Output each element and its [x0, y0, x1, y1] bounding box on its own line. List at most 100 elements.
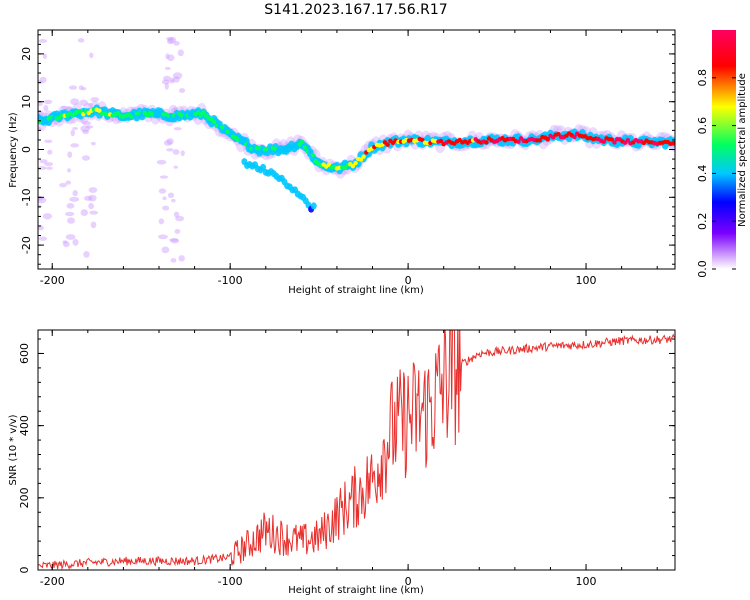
spectrogram-ridge-core: [545, 136, 550, 142]
spectrogram-speckle: [173, 211, 180, 218]
spectrogram-speckle: [67, 168, 72, 173]
spectrogram-speckle: [80, 125, 90, 133]
spectrogram-ridge-core: [308, 149, 313, 154]
snr-frame: [37, 329, 676, 571]
spectrogram-speckle: [166, 138, 174, 145]
spectrogram-ytick-label: 10: [20, 95, 33, 109]
spectrogram-speckle: [70, 143, 80, 148]
spectrogram-ylabel: Frequency (Hz): [8, 112, 19, 188]
spectrogram-speckle: [66, 217, 76, 224]
spectrogram-speckle: [166, 148, 174, 152]
spectrogram-speckle: [70, 129, 76, 137]
spectrogram-speckle: [158, 188, 167, 194]
spectrogram-speckle: [173, 40, 180, 46]
spectrogram-speckle: [38, 225, 44, 231]
spectrogram-speckle: [83, 195, 93, 201]
spectrogram-speckle: [77, 38, 85, 43]
colorbar-tick-label: 0.8: [696, 69, 709, 87]
snr-xtick-label: 100: [576, 575, 597, 588]
snr-series-line: [38, 330, 675, 570]
spectrogram-xtick-label: -100: [218, 274, 243, 287]
spectrogram-speckle: [78, 85, 84, 91]
spectrogram-speckle: [83, 251, 90, 258]
spectrogram-speckle: [43, 99, 53, 105]
colorbar-tick-label: 0.6: [696, 117, 709, 135]
spectrogram-ridge-core: [438, 138, 444, 144]
spectrogram-speckle: [82, 129, 89, 135]
spectrogram-speckle: [173, 127, 182, 131]
spectrogram-speckle: [46, 166, 53, 170]
spectrogram-speckle: [167, 54, 175, 62]
spectrogram-speckle: [79, 99, 89, 106]
spectrogram-branch: [310, 202, 317, 210]
spectrogram-speckle: [72, 238, 79, 246]
figure-title: S141.2023.167.17.56.R17: [264, 2, 447, 18]
spectrogram-ytick-label: 0: [20, 146, 33, 153]
spectrogram-ridge-core: [358, 157, 364, 162]
spectrogram-ridge-core: [209, 116, 214, 122]
spectrogram-ridge-core: [297, 142, 302, 147]
snr-ytick-label: 600: [18, 343, 31, 364]
spectrogram-xtick-label: 100: [576, 274, 597, 287]
spectrogram-speckle: [173, 106, 178, 111]
spectrogram-speckle: [59, 182, 67, 188]
spectrogram-speckle: [61, 105, 69, 110]
spectrogram-speckle: [178, 255, 185, 262]
spectrogram-speckle: [47, 149, 53, 155]
colorbar-tick-label: 0.0: [696, 260, 709, 278]
snr-background: [38, 330, 675, 570]
spectrogram-speckle: [172, 149, 180, 155]
spectrogram-speckle: [170, 77, 175, 82]
spectrogram-ridge-core: [78, 109, 83, 114]
snr-xlabel: Height of straight line (km): [288, 585, 424, 596]
spectrogram-ridge-core: [601, 139, 607, 144]
spectrogram-speckle: [166, 38, 174, 45]
spectrogram-speckle: [172, 72, 183, 80]
spectrogram-speckle: [65, 234, 76, 240]
spectrogram-ridge-core: [278, 148, 284, 154]
spectrogram-ridge-core: [572, 134, 577, 140]
spectrogram-speckle: [90, 141, 96, 146]
spectrogram-ytick-label: -20: [20, 236, 33, 254]
spectrogram-speckle: [180, 150, 185, 157]
spectrogram-ridge-core: [310, 153, 316, 158]
spectrogram-background: [38, 30, 675, 269]
spectrogram-speckle: [162, 205, 170, 211]
spectrogram-ridge-core: [115, 111, 121, 116]
spectrogram-speckle: [38, 196, 47, 204]
spectrogram-ridge-core: [246, 142, 252, 148]
snr-xtick-label: -200: [40, 575, 65, 588]
spectrogram-speckle: [169, 238, 179, 242]
spectrogram-speckle: [81, 87, 87, 91]
spectrogram-ridge-core: [537, 138, 542, 143]
colorbar-tick-label: 0.2: [696, 212, 709, 230]
spectrogram-ridge-core: [556, 132, 561, 137]
snr-ytick-label: 0: [18, 567, 31, 574]
snr-ytick-label: 400: [18, 415, 31, 436]
spectrogram-speckle: [177, 49, 184, 57]
spectrogram-speckle: [169, 79, 175, 84]
spectrogram-speckle: [68, 85, 78, 90]
snr-ytick-label: 200: [18, 487, 31, 508]
spectrogram-speckle: [80, 209, 89, 217]
spectrogram-speckle: [81, 121, 92, 126]
snr-xtick-label: 0: [405, 575, 412, 588]
spectrogram-ridge-core: [201, 110, 206, 115]
spectrogram-ridge-core: [484, 140, 489, 145]
spectrogram-speckle: [81, 155, 91, 161]
spectrogram-speckle: [173, 165, 178, 169]
spectrogram-speckle: [88, 187, 98, 193]
spectrogram-speckle: [62, 240, 68, 244]
spectrogram-speckle: [89, 210, 99, 215]
spectrogram-ridge-core: [211, 119, 217, 125]
spectrogram-speckle: [72, 190, 78, 197]
spectrogram-xtick-label: 0: [405, 274, 412, 287]
spectrogram-speckle: [43, 105, 49, 112]
spectrogram-ridge-core: [326, 162, 332, 167]
spectrogram-speckle: [38, 39, 48, 43]
spectrogram-speckle: [163, 75, 171, 82]
spectrogram-speckle: [90, 221, 97, 229]
spectrogram-speckle: [90, 97, 100, 102]
spectrogram-ridge-core: [625, 138, 631, 143]
